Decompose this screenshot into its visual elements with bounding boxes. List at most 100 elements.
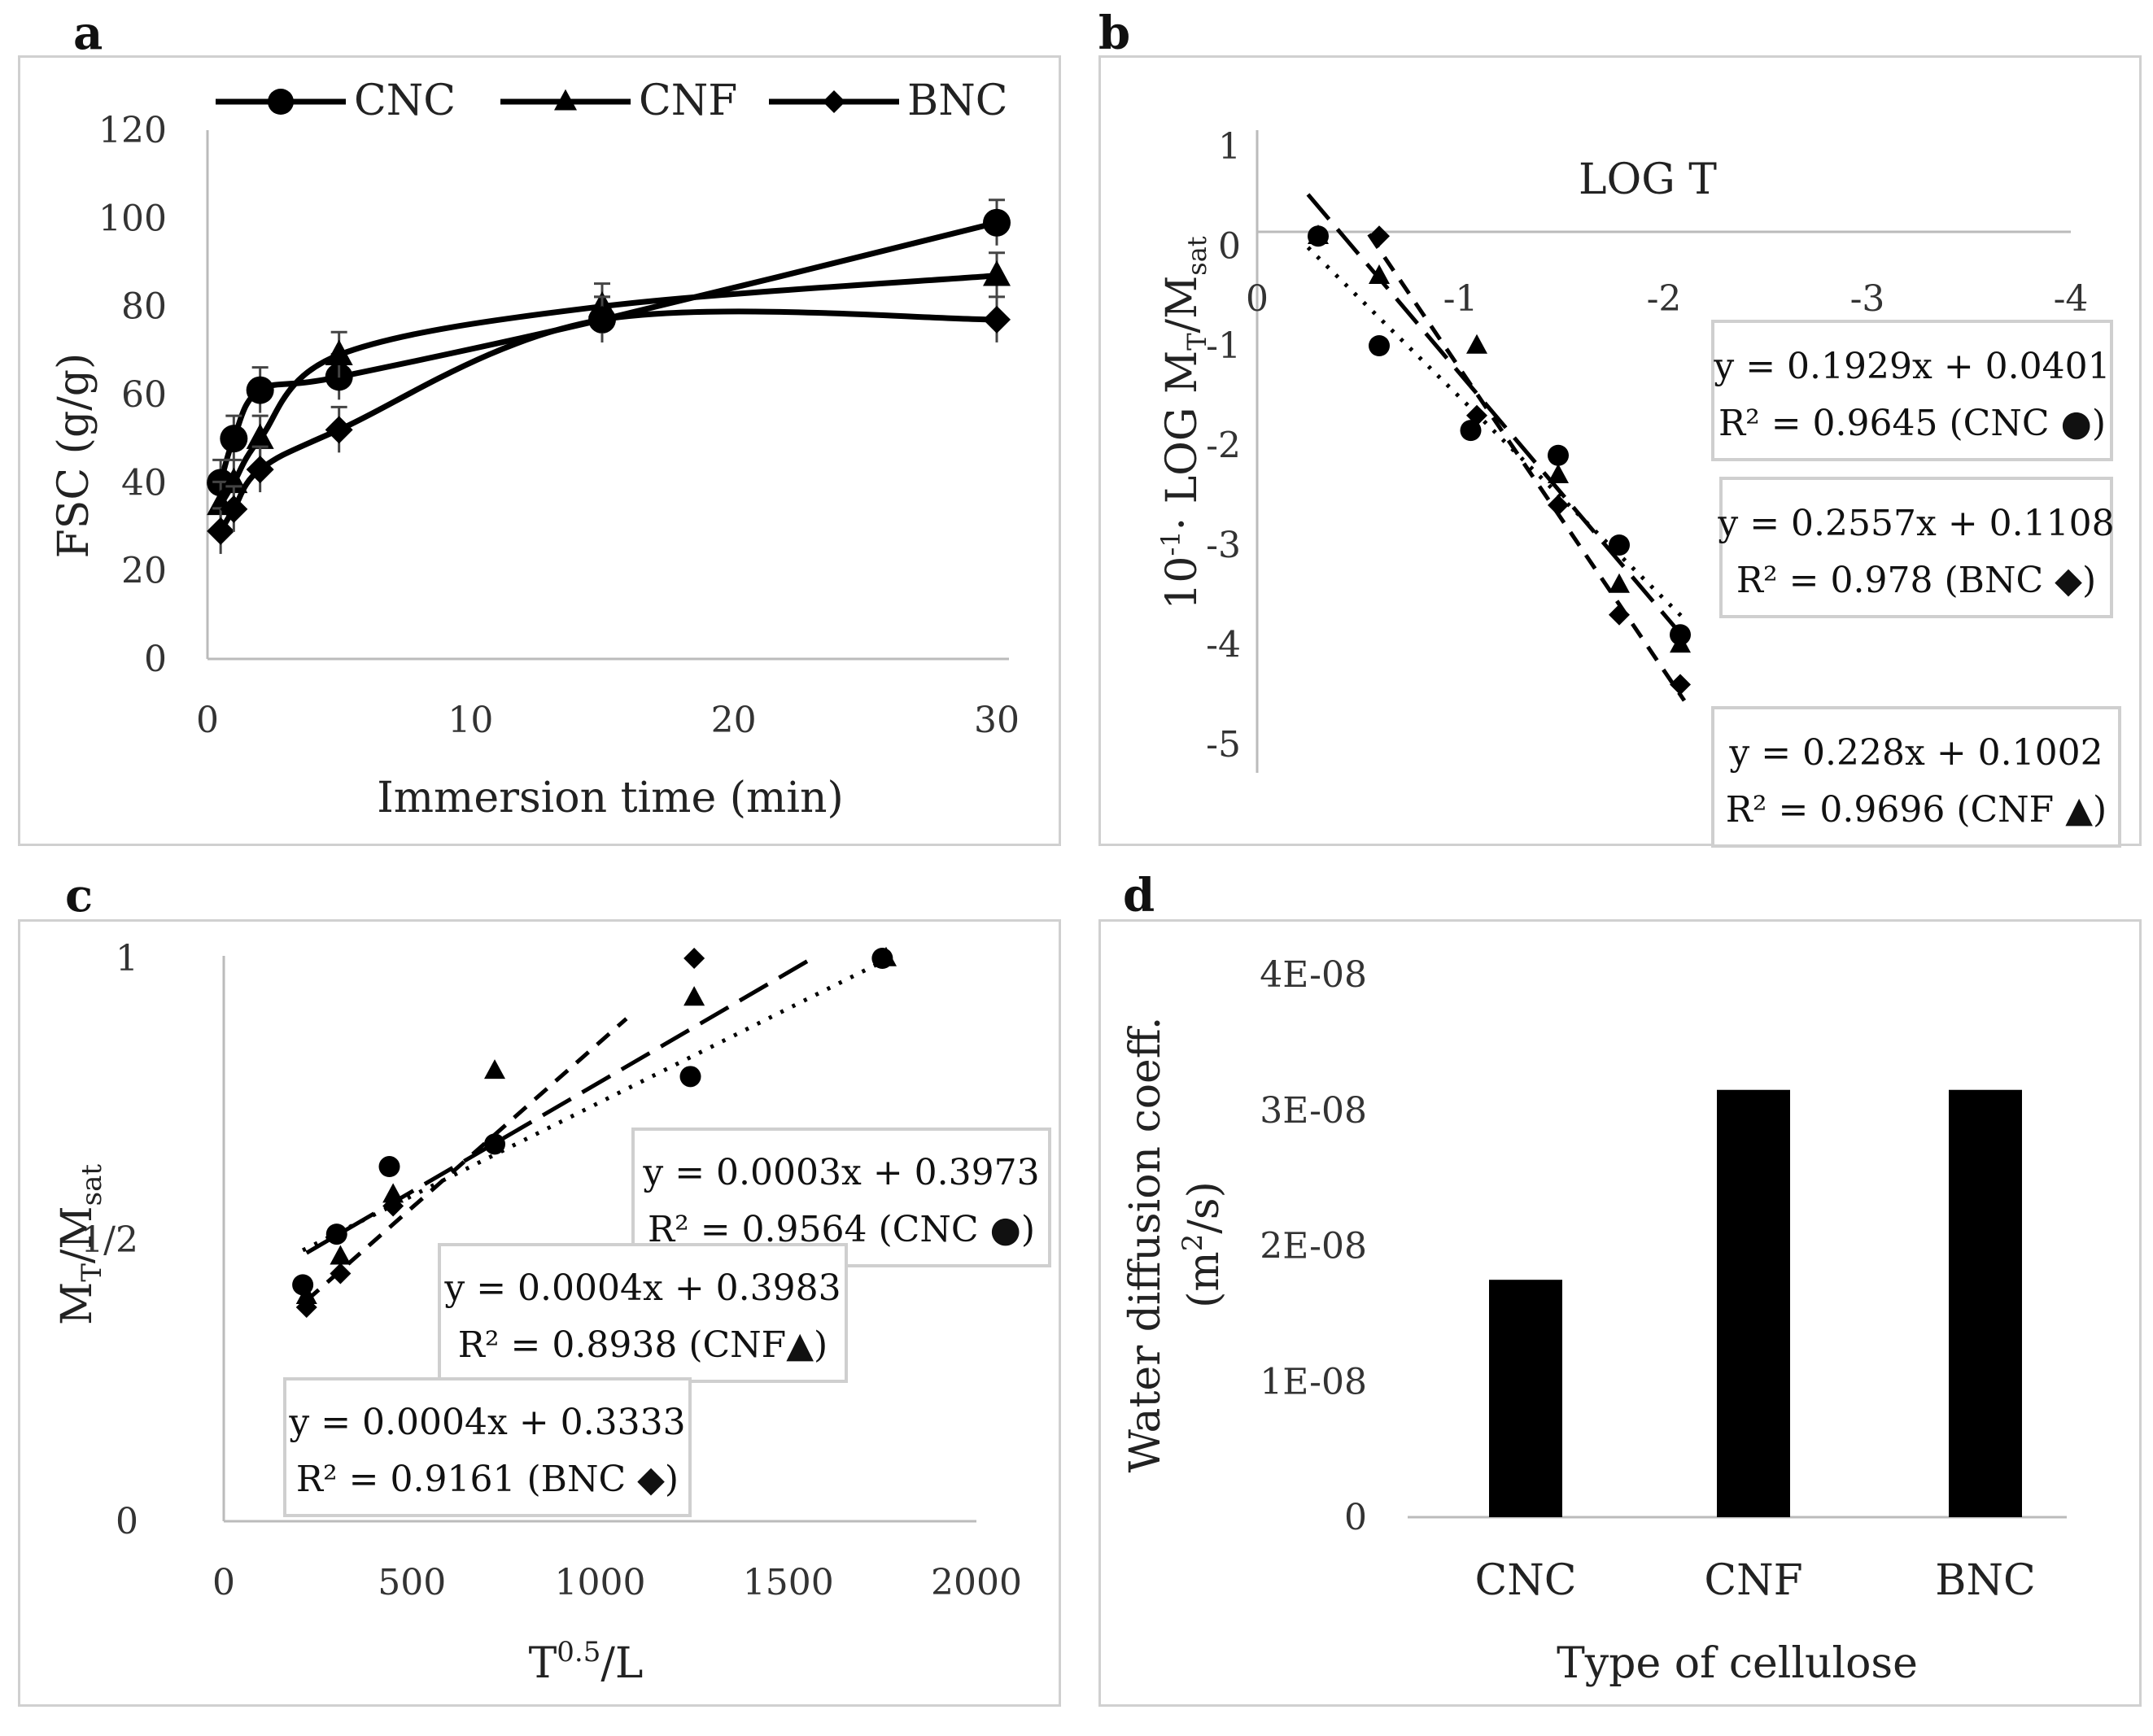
chart-c: 01/21 0 500 1000 1500 2000 T0.5/L MT/Msat y …	[53, 938, 1051, 1688]
panel-letter-a: a	[73, 7, 103, 60]
chart-b-ylabel: 10-1· LOG MT/Msat	[1155, 236, 1212, 610]
chart-c-equation-box	[283, 1377, 692, 1517]
chart-d-xtick-label: CNC	[1474, 1556, 1576, 1605]
chart-a-ytick-label: 60	[121, 374, 167, 416]
chart-b-xtick-label: -3	[1850, 278, 1885, 320]
chart-c-xtick-label: 500	[378, 1562, 446, 1603]
chart-c-point-cnf	[382, 1183, 404, 1203]
chart-a-legend-label: CNF	[639, 76, 737, 125]
chart-d-ytick-label: 2E-08	[1260, 1226, 1367, 1267]
chart-a-point-bnc	[207, 517, 235, 545]
chart-c-r2: R² = 0.8938 (CNF▲)	[458, 1324, 828, 1366]
chart-b-ytick-label: -1	[1206, 325, 1241, 367]
chart-c-xtick-label: 2000	[931, 1562, 1022, 1603]
chart-d-xlabel: Type of cellulose	[1557, 1639, 1918, 1688]
chart-b-equation-box	[1711, 320, 2113, 461]
chart-c-equation: y = 0.0003x + 0.3973	[642, 1152, 1039, 1193]
chart-b-point-cnf	[1466, 334, 1487, 354]
chart-c-equation-box	[438, 1243, 848, 1383]
panel-b-frame	[1098, 55, 2142, 846]
chart-a-xlabel: Immersion time (min)	[377, 774, 844, 822]
svg-text:Water diffusion coeff.: Water diffusion coeff.	[1121, 1017, 1170, 1473]
chart-b-equation: y = 0.228x + 0.1002	[1728, 732, 2103, 774]
chart-c-point-cnf	[295, 1284, 317, 1304]
chart-a-axes	[206, 130, 1009, 661]
chart-b-equation-box	[1719, 477, 2113, 618]
chart-b-point-bnc	[1369, 225, 1390, 247]
chart-b-title: LOG T	[1579, 155, 1717, 204]
chart-b-axes	[1256, 130, 2071, 773]
chart-a-point-bnc	[220, 495, 248, 523]
chart-b-point-cnf	[1548, 463, 1569, 483]
chart-a-legend-label: BNC	[907, 76, 1008, 125]
chart-b-point-bnc	[1466, 404, 1487, 426]
chart-c-point-bnc	[330, 1263, 352, 1285]
chart-d-bar-bnc	[1949, 1089, 2022, 1517]
chart-c-point-cnf	[330, 1245, 352, 1265]
chart-b-point-cnc	[1369, 335, 1390, 356]
chart-b-xtick-label: -1	[1443, 278, 1478, 320]
panel-c-frame	[18, 919, 1061, 1707]
chart-a-point-cnc	[246, 376, 274, 404]
chart-d-bar-cnf	[1717, 1089, 1790, 1517]
chart-d-ytick-label: 0	[1344, 1497, 1367, 1538]
chart-a-legend-marker	[554, 89, 577, 111]
chart-d-ytick-label: 3E-08	[1260, 1090, 1367, 1132]
chart-c-point-bnc	[295, 1297, 317, 1319]
chart-a-ytick-label: 40	[121, 462, 167, 504]
chart-d-xtick-label: CNF	[1704, 1556, 1802, 1605]
chart-c-xtick-label: 1000	[555, 1562, 646, 1603]
chart-b-point-bnc	[1548, 495, 1569, 516]
panel-a-frame	[18, 55, 1061, 846]
chart-b-point-cnc	[1548, 444, 1569, 466]
chart-d-ytick-label: 4E-08	[1260, 954, 1367, 996]
chart-b-r2: R² = 0.9645 (CNC ●)	[1718, 403, 2106, 444]
chart-a-ytick-label: 80	[121, 286, 167, 328]
chart-a-point-bnc	[983, 305, 1011, 334]
chart-a-xtick-label: 0	[196, 700, 219, 741]
chart-a-legend: CNC CNF BNC	[216, 76, 1008, 125]
panel-letter-b: b	[1098, 7, 1131, 60]
chart-a: 0 20 40 60 80 100 120 0 10 20 30 Immersion time (…	[50, 76, 1020, 822]
chart-c-xtick-label: 1500	[743, 1562, 834, 1603]
chart-a-legend-label: CNC	[354, 76, 456, 125]
chart-c-point-cnc	[378, 1156, 400, 1178]
chart-c-point-cnf	[876, 946, 897, 966]
chart-d-ylabel: Water diffusion coeff. (m2/s)	[1121, 1017, 1229, 1473]
chart-a-point-bnc	[325, 416, 353, 444]
svg-text:(m2/s): (m2/s)	[1177, 1181, 1229, 1308]
chart-c-point-bnc	[382, 1195, 404, 1217]
chart-a-point-cnf	[246, 423, 274, 449]
chart-b-r2: R² = 0.9696 (CNF ▲)	[1726, 789, 2107, 831]
chart-c-point-cnf	[484, 1059, 505, 1080]
chart-a-ytick-label: 0	[144, 639, 167, 680]
chart-a-point-cnf	[983, 260, 1011, 286]
chart-a-point-bnc	[588, 305, 616, 334]
chart-b-point-cnf	[1670, 633, 1691, 653]
chart-b: 10-1-2-3-4-5 0 -1 -2 -3 -4 LOG T 10-1· LOG M…	[1155, 126, 2121, 848]
chart-b-trendline-bnc	[1367, 233, 1687, 702]
chart-b-trendline-cnf	[1306, 193, 1686, 640]
chart-b-ytick-label: -3	[1206, 525, 1241, 566]
chart-b-r2: R² = 0.978 (BNC ◆)	[1736, 560, 2096, 601]
chart-b-point-cnf	[1609, 573, 1630, 593]
chart-b-equation: y = 0.2557x + 0.1108	[1717, 503, 2114, 544]
chart-b-ytick-label: 1	[1218, 126, 1241, 168]
chart-a-point-cnf	[325, 339, 353, 365]
chart-b-ytick-label: 0	[1218, 226, 1241, 268]
chart-c-point-bnc	[683, 948, 705, 969]
chart-a-point-cnc	[983, 208, 1011, 237]
chart-b-ytick-label: -5	[1206, 724, 1241, 765]
chart-c-xtick-label: 0	[212, 1562, 235, 1603]
chart-b-point-bnc	[1609, 604, 1630, 626]
chart-d-xtick-label: BNC	[1935, 1556, 2036, 1605]
chart-c-ytick-label: 1/2	[81, 1219, 138, 1261]
chart-b-point-bnc	[1670, 674, 1691, 696]
chart-a-ytick-label: 20	[121, 551, 167, 592]
chart-a-line-cnf	[218, 273, 998, 507]
chart-d-bar-cnc	[1489, 1280, 1562, 1517]
chart-b-equation-box	[1711, 706, 2121, 848]
chart-a-legend-marker	[268, 89, 294, 115]
chart-a-xtick-label: 10	[448, 700, 493, 741]
panel-letter-c: c	[65, 869, 94, 923]
